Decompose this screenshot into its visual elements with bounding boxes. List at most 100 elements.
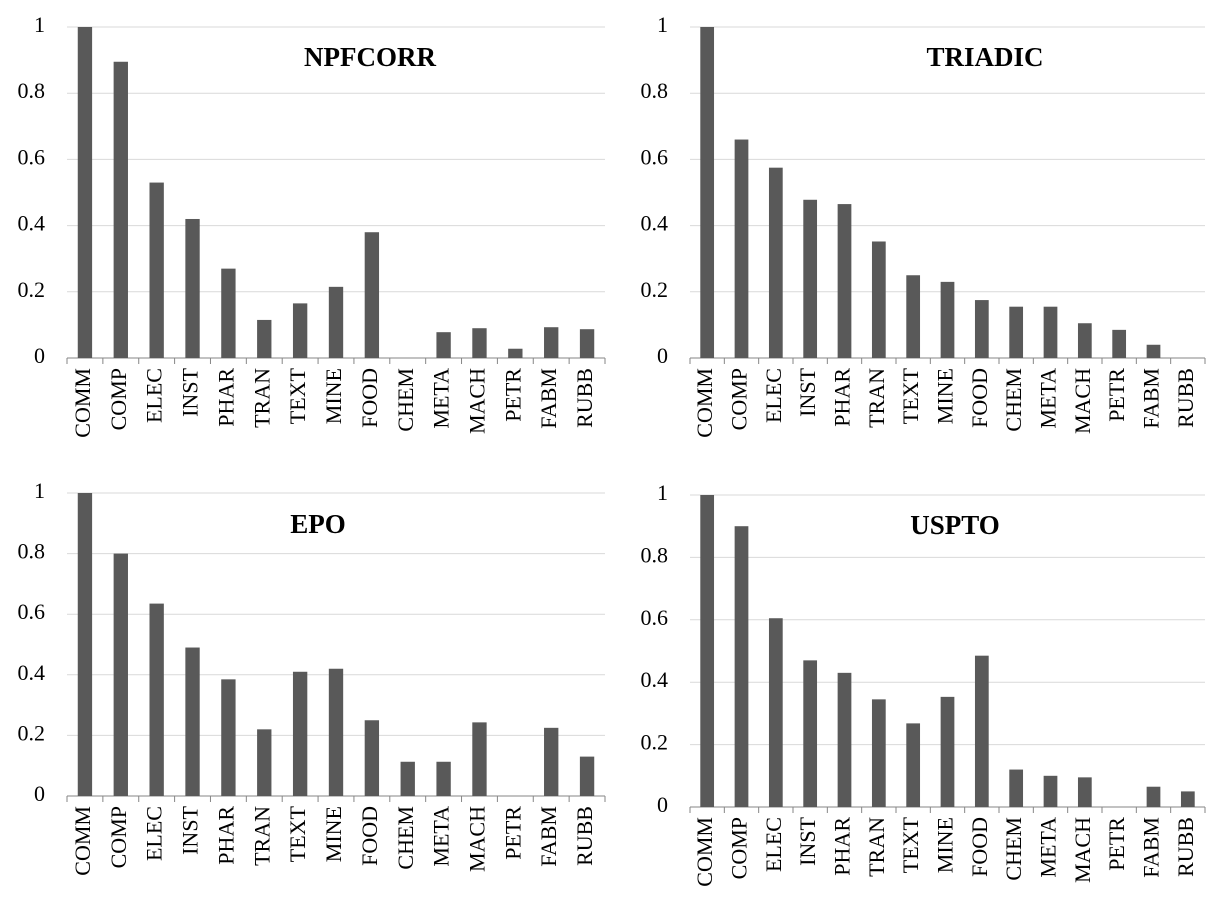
bar: [579, 329, 595, 358]
x-tick-label: TEXT: [285, 367, 310, 424]
bar: [472, 328, 487, 358]
x-tick-label: META: [429, 368, 454, 429]
x-tick-label: INST: [178, 805, 203, 854]
x-tick-label: COMM: [692, 817, 717, 887]
x-tick-label: TRAN: [249, 368, 274, 428]
y-tick-label: 0.6: [18, 599, 46, 624]
x-tick-label: ELEC: [761, 817, 786, 872]
bar: [1077, 777, 1092, 807]
x-tick-label: INST: [795, 367, 820, 416]
bar: [292, 671, 308, 796]
y-tick-label: 0.8: [18, 78, 46, 103]
bar: [257, 729, 272, 796]
bar: [906, 275, 921, 358]
x-tick-label: TRAN: [864, 368, 889, 428]
bar: [768, 618, 783, 807]
x-tick-label: COMP: [727, 368, 752, 430]
bar: [400, 761, 415, 796]
bar: [257, 319, 272, 358]
x-tick-label: COMP: [106, 368, 131, 430]
x-tick-label: PHAR: [213, 368, 238, 427]
y-tick-label: 1: [657, 480, 668, 505]
bar: [221, 679, 236, 796]
chart-title: TRIADIC: [926, 42, 1043, 72]
bar: [113, 553, 128, 796]
x-tick-label: META: [1036, 368, 1061, 429]
bar: [364, 232, 380, 358]
bar: [1112, 329, 1127, 358]
x-tick-label: TEXT: [898, 816, 923, 873]
bar: [734, 526, 749, 807]
y-tick-label: 0.2: [641, 277, 669, 302]
x-tick-label: RUBB: [572, 368, 597, 428]
y-tick-label: 0.6: [641, 605, 669, 630]
bar: [871, 699, 886, 807]
x-tick-label: PHAR: [830, 817, 855, 876]
bar: [734, 139, 749, 358]
y-tick-label: 0.4: [18, 211, 46, 236]
y-tick-label: 1: [34, 12, 45, 37]
x-tick-label: RUBB: [1173, 817, 1198, 877]
y-tick-label: 0.8: [18, 539, 46, 564]
y-tick-label: 0.2: [641, 730, 669, 755]
y-tick-label: 0: [34, 781, 45, 806]
bar: [1043, 306, 1058, 358]
bar: [1009, 306, 1024, 358]
bar: [149, 182, 164, 358]
y-tick-label: 1: [34, 478, 45, 503]
y-tick-label: 0: [34, 343, 45, 368]
x-tick-label: CHEM: [393, 806, 418, 870]
x-tick-label: CHEM: [1001, 368, 1026, 432]
x-tick-label: ELEC: [761, 368, 786, 423]
x-tick-label: COMP: [106, 806, 131, 868]
bar: [940, 696, 955, 807]
bar: [508, 348, 523, 358]
y-tick-label: 1: [657, 12, 668, 37]
x-tick-label: CHEM: [393, 368, 418, 432]
x-tick-label: COMM: [692, 368, 717, 438]
bar: [544, 727, 559, 796]
bar: [436, 332, 451, 358]
chart-title: USPTO: [910, 510, 1000, 540]
x-tick-label: PHAR: [213, 806, 238, 865]
x-tick-label: PHAR: [830, 368, 855, 427]
x-tick-label: MACH: [1070, 368, 1095, 434]
x-tick-label: COMM: [70, 806, 95, 876]
bar: [837, 204, 852, 358]
bar: [221, 268, 236, 358]
x-tick-label: MINE: [321, 806, 346, 862]
x-tick-label: RUBB: [572, 806, 597, 866]
bar: [328, 286, 344, 358]
bar: [292, 303, 308, 358]
x-tick-label: PETR: [500, 368, 525, 422]
y-tick-label: 0: [657, 343, 668, 368]
bar: [544, 327, 559, 358]
bar: [1180, 791, 1195, 807]
x-tick-label: FABM: [1139, 368, 1164, 429]
y-tick-label: 0.4: [641, 667, 669, 692]
chart-title: NPFCORR: [304, 42, 436, 72]
bar: [1077, 323, 1092, 358]
bar: [1043, 775, 1058, 807]
bar: [974, 300, 989, 358]
bar: [871, 241, 886, 358]
bar: [803, 660, 818, 807]
x-tick-label: MACH: [465, 806, 490, 872]
x-tick-label: TRAN: [864, 817, 889, 877]
x-tick-label: RUBB: [1173, 368, 1198, 428]
x-tick-label: PETR: [1104, 817, 1129, 871]
x-tick-label: META: [429, 806, 454, 867]
y-tick-label: 0.2: [18, 720, 46, 745]
y-tick-label: 0.6: [641, 144, 669, 169]
x-tick-label: FABM: [536, 806, 561, 867]
y-tick-label: 0.4: [18, 660, 46, 685]
x-tick-label: COMM: [70, 368, 95, 438]
y-tick-label: 0.8: [641, 78, 669, 103]
x-tick-label: TRAN: [249, 806, 274, 866]
x-tick-label: PETR: [1104, 368, 1129, 422]
x-tick-label: COMP: [727, 817, 752, 879]
y-tick-label: 0.2: [18, 277, 46, 302]
x-tick-label: FABM: [536, 368, 561, 429]
x-tick-label: MACH: [1070, 817, 1095, 883]
